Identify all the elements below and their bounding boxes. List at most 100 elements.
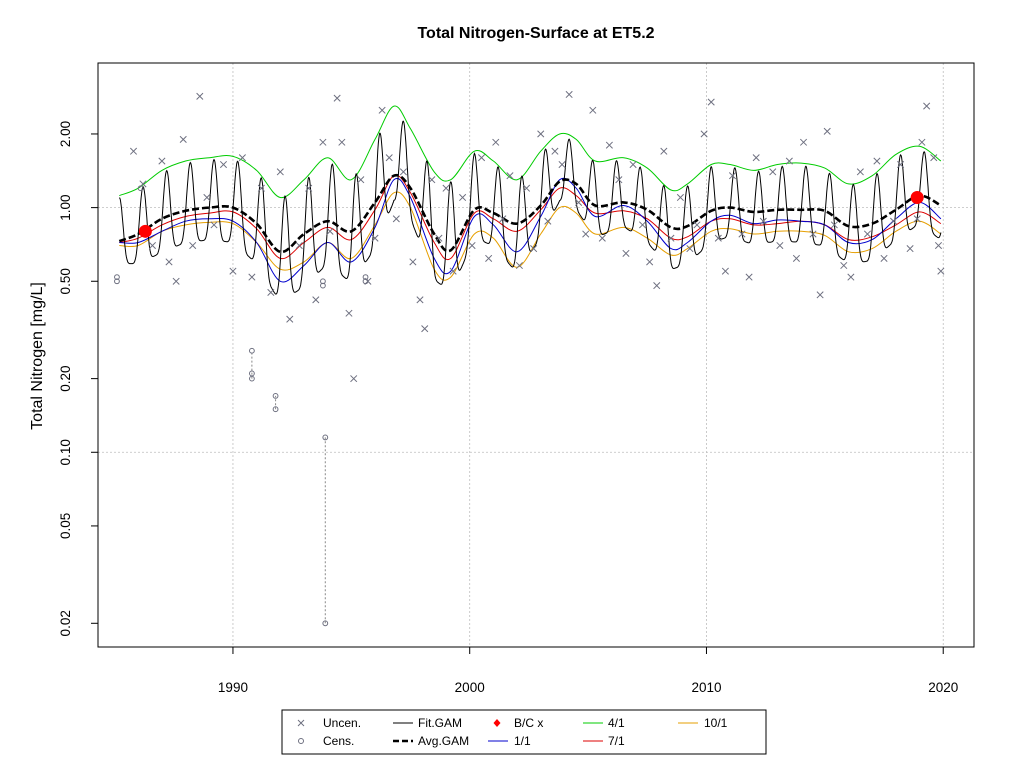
legend-label-uncen: Uncen. [323, 716, 361, 730]
uncensored-point [172, 277, 180, 285]
uncensored-point [930, 154, 938, 162]
y-tick-label: 2.00 [58, 121, 73, 147]
uncensored-point [776, 241, 784, 250]
uncensored-point [468, 241, 476, 250]
uncensored-point [752, 154, 760, 162]
uncensored-point [913, 215, 921, 223]
uncensored-point [435, 234, 443, 242]
legend-entry-avggam: Avg.GAM [393, 734, 469, 748]
uncensored-point [378, 106, 386, 114]
legend-entry-cens: Cens. [298, 734, 354, 748]
uncensored-point [477, 154, 486, 162]
x-tick-label: 2010 [691, 680, 721, 695]
uncensored-point [551, 147, 559, 155]
plot-frame [97, 62, 975, 648]
uncensored-point [286, 315, 294, 323]
legend-label-7-1: 7/1 [608, 734, 625, 748]
uncensored-point [863, 230, 872, 238]
censored-point [248, 375, 255, 382]
legend-entry-uncen: Uncen. [297, 716, 361, 730]
legend-x-marker [297, 719, 305, 727]
uncensored-point [492, 138, 500, 146]
censored-point [272, 392, 279, 399]
uncensored-point [449, 267, 457, 275]
uncensored-point [485, 254, 493, 262]
x-tick-label: 2020 [928, 680, 958, 695]
censored-point [114, 278, 120, 285]
uncensored-point [653, 282, 661, 290]
y-tick-label: 0.10 [58, 439, 73, 465]
uncensored-point [598, 234, 606, 242]
uncensored-point [589, 106, 597, 114]
uncensored-point [129, 147, 138, 155]
uncensored-point [745, 273, 753, 281]
uncensored-point [189, 241, 197, 250]
uncensored-point [934, 241, 943, 250]
y-tick-label: 1.00 [58, 194, 73, 220]
legend-label-fitgam: Fit.GAM [418, 716, 462, 730]
uncensored-point [575, 198, 583, 206]
chart-title: Total Nitrogen-Surface at ET5.2 [417, 25, 654, 42]
censored-point [322, 434, 329, 441]
series-10-1-line [119, 191, 942, 281]
uncensored-point [392, 215, 400, 223]
uncensored-point [565, 90, 573, 99]
uncensored-point [229, 267, 237, 275]
uncensored-point [326, 227, 334, 235]
uncensored-point [918, 138, 926, 146]
uncensored-point [371, 234, 379, 242]
censored-point [248, 347, 255, 354]
uncensored-point [906, 245, 914, 253]
uncensored-point [515, 261, 523, 270]
legend-entry-7-1: 7/1 [583, 734, 625, 748]
uncensored-point [840, 261, 848, 270]
data-points [114, 90, 945, 627]
uncensored-point [338, 138, 346, 146]
censored-point [320, 282, 326, 289]
fit-gam-series [118, 120, 942, 295]
uncensored-point [179, 135, 187, 143]
uncensored-point [856, 168, 864, 176]
censored-point [114, 274, 120, 280]
legend-bc-marker [493, 719, 501, 727]
uncensored-point [537, 130, 545, 138]
uncensored-point [707, 98, 715, 106]
uncensored-point [830, 221, 838, 229]
legend-entry-10-1: 10/1 [678, 716, 728, 730]
uncensored-point [219, 160, 228, 169]
uncensored-point [582, 230, 590, 238]
uncensored-point [305, 184, 313, 192]
uncensored-point [428, 176, 436, 184]
uncensored-point [809, 230, 817, 238]
uncensored-point [660, 147, 668, 155]
legend-label-bc: B/C x [514, 716, 543, 730]
uncensored-point [148, 241, 157, 250]
uncensored-point [442, 184, 450, 192]
uncensored-point [889, 217, 898, 225]
uncensored-point [638, 221, 647, 229]
uncensored-point [506, 172, 514, 180]
uncensored-point [923, 102, 931, 110]
y-tick-label: 0.50 [58, 268, 73, 294]
uncensored-point [693, 221, 701, 229]
uncensored-point [522, 184, 531, 192]
uncensored-point [399, 168, 407, 176]
uncensored-point [792, 254, 800, 262]
uncensored-point [686, 245, 694, 253]
censored-point [272, 406, 279, 413]
y-axis-label: Total Nitrogen [mg/L] [29, 282, 46, 430]
uncensored-point [295, 241, 303, 250]
uncensored-point [203, 193, 211, 202]
uncensored-point [816, 291, 824, 299]
avg-gam-line [118, 173, 942, 254]
uncensored-point [897, 160, 905, 169]
legend-label-cens: Cens. [323, 734, 354, 748]
uncensored-point [257, 184, 265, 192]
uncensored-point [769, 168, 777, 176]
legend-box [281, 709, 767, 755]
uncensored-point [158, 157, 166, 165]
uncensored-point [385, 154, 393, 162]
uncensored-point [700, 130, 708, 138]
uncensored-point [312, 296, 320, 304]
uncensored-point [728, 172, 737, 180]
